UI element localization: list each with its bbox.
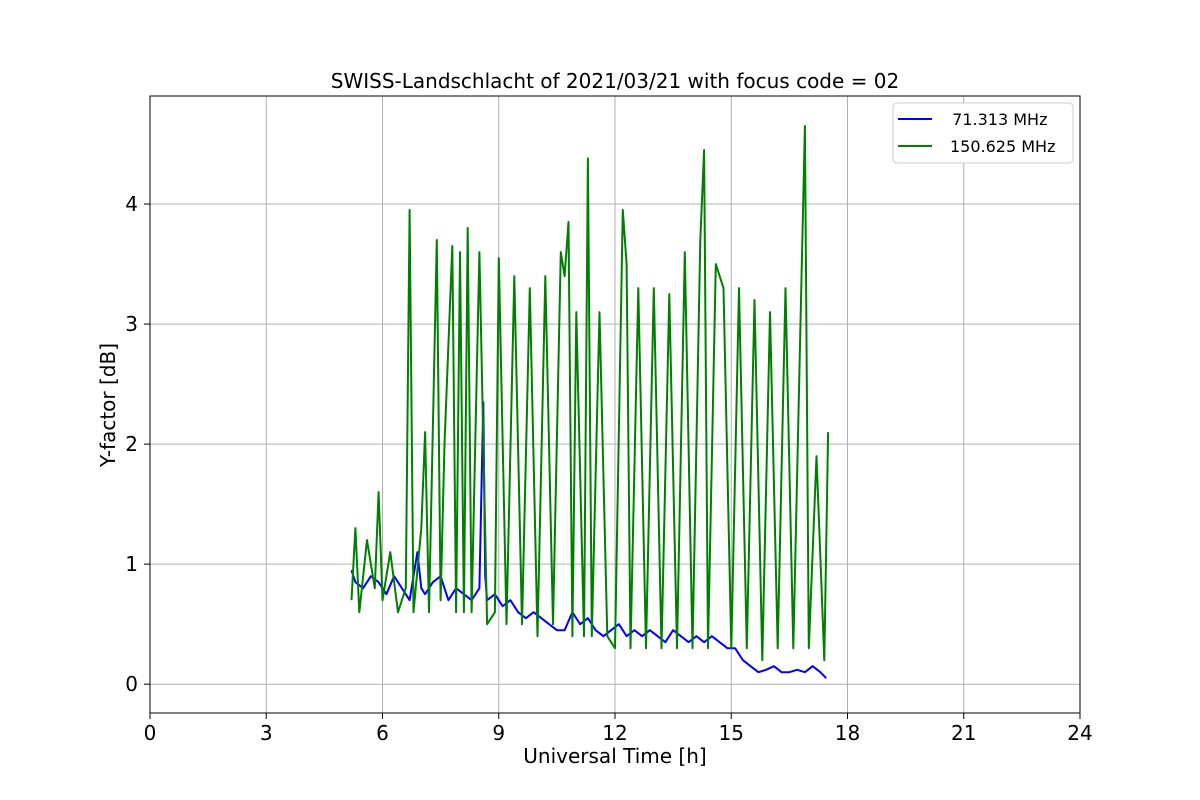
x-tick-label: 15 — [719, 721, 744, 745]
y-tick-label: 3 — [125, 312, 138, 336]
legend-label-150mhz: 150.625 MHz — [950, 137, 1055, 156]
series-line-1 — [350, 125, 830, 662]
x-tick-label: 12 — [602, 721, 627, 745]
y-axis-label: Y-factor [dB] — [96, 343, 120, 468]
legend: 71.313 MHz 150.625 MHz — [892, 102, 1074, 164]
y-tick-label: 1 — [125, 552, 138, 576]
x-tick-label: 21 — [951, 721, 976, 745]
x-tick-label: 3 — [260, 721, 273, 745]
x-axis-label: Universal Time [h] — [523, 744, 706, 768]
legend-label-71mhz: 71.313 MHz — [942, 110, 1047, 129]
legend-box — [892, 102, 1074, 164]
x-tick-label: 0 — [144, 721, 157, 745]
y-tick-label: 0 — [125, 672, 138, 696]
series-layer — [350, 125, 830, 679]
x-tick-label: 9 — [492, 721, 505, 745]
x-tick-label: 18 — [835, 721, 860, 745]
x-tick-label: 6 — [376, 721, 389, 745]
y-tick-label: 2 — [125, 432, 138, 456]
series-line-0 — [350, 401, 827, 679]
x-tick-label: 24 — [1067, 721, 1092, 745]
chart-title: SWISS-Landschlacht of 2021/03/21 with fo… — [331, 69, 899, 93]
y-tick-label: 4 — [125, 192, 138, 216]
